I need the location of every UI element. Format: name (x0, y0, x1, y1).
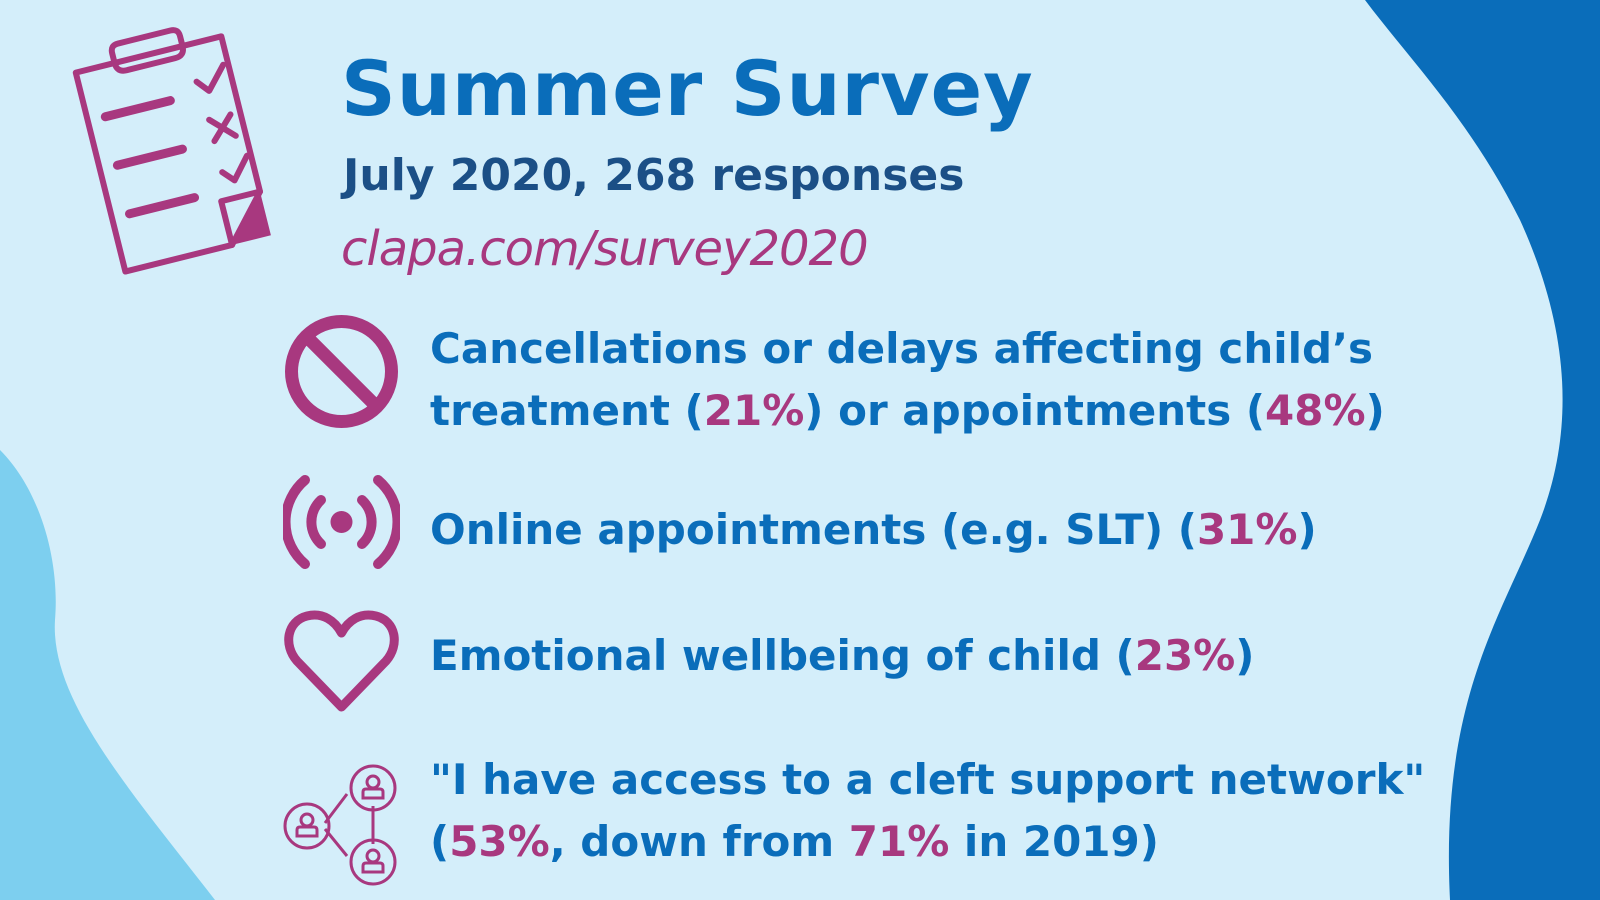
percentage-value: 31% (1196, 505, 1298, 554)
percentage-value: 71% (848, 817, 950, 866)
survey-subtitle: July 2020, 268 responses (343, 150, 965, 201)
percentage-value: 48% (1265, 386, 1366, 435)
network-icon (283, 764, 397, 886)
finding-cancellations: Cancellations or delays affecting child’… (430, 318, 1385, 442)
broadcast-icon (283, 475, 400, 569)
right-blue-wave (1365, 0, 1600, 900)
finding-online-appointments: Online appointments (e.g. SLT) (31%) (430, 499, 1317, 561)
percentage-value: 23% (1134, 631, 1236, 680)
clipboard-checklist-icon (72, 27, 271, 275)
no-entry-icon (285, 315, 398, 428)
left-light-blue-wave (0, 450, 215, 900)
finding-line: Emotional wellbeing of child (23%) (430, 631, 1255, 680)
finding-line: Cancellations or delays affecting child’… (430, 324, 1374, 373)
finding-support-network: "I have access to a cleft support networ… (430, 749, 1425, 873)
heart-icon (284, 610, 399, 712)
page-title: Summer Survey (341, 44, 1034, 133)
finding-line: "I have access to a cleft support networ… (430, 755, 1426, 804)
survey-url-link[interactable]: clapa.com/survey2020 (341, 221, 869, 277)
finding-emotional-wellbeing: Emotional wellbeing of child (23%) (430, 625, 1254, 687)
finding-line: treatment (21%) or appointments (48%) (430, 386, 1385, 435)
percentage-value: 21% (703, 386, 805, 435)
finding-line: Online appointments (e.g. SLT) (31%) (430, 505, 1317, 554)
percentage-value: 53% (449, 817, 550, 866)
finding-line: (53%, down from 71% in 2019) (430, 817, 1159, 866)
